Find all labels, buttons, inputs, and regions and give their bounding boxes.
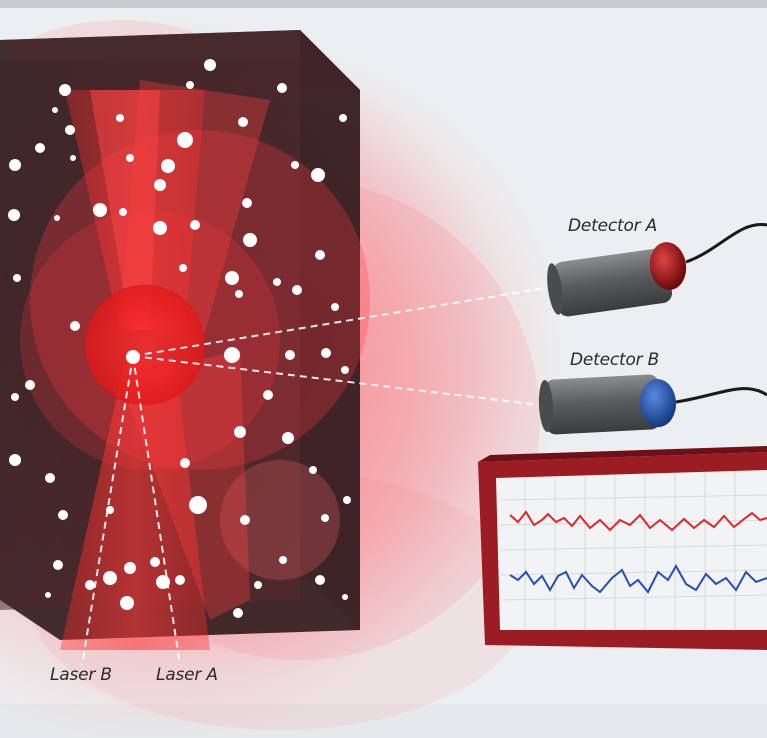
dashed-lines [81,287,546,666]
detector-a-icon [547,222,767,317]
particles [8,59,351,618]
focal-volume [85,285,205,405]
laser-b-label: Laser B [50,665,112,685]
signal-trace-a [509,510,767,532]
signal-trace-b [509,563,767,594]
laser-a-label: Laser A [156,665,218,685]
detector-a-label: Detector A [568,216,658,236]
detector-b-label: Detector B [570,350,660,370]
detector-b-icon [538,374,767,435]
top-bar [0,0,767,8]
signal-monitor-icon [478,446,767,650]
